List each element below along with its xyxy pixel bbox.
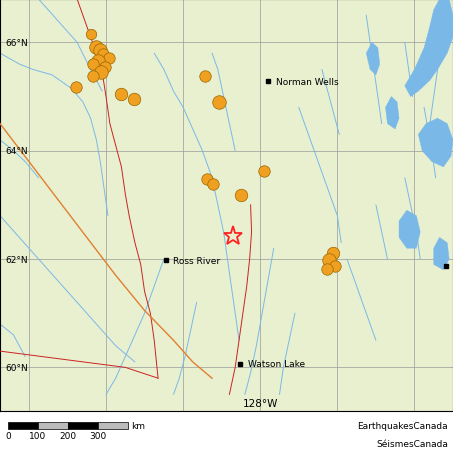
- Text: Norman Wells: Norman Wells: [276, 78, 338, 87]
- Polygon shape: [405, 0, 453, 97]
- Polygon shape: [434, 238, 449, 270]
- Text: 0: 0: [5, 431, 11, 440]
- Text: 100: 100: [29, 431, 47, 440]
- Text: 60°N: 60°N: [6, 363, 29, 372]
- Bar: [98, 422, 128, 429]
- Text: 66°N: 66°N: [6, 39, 29, 48]
- Text: 128°W: 128°W: [242, 398, 278, 408]
- Polygon shape: [418, 119, 453, 168]
- Text: 200: 200: [59, 431, 77, 440]
- Polygon shape: [366, 43, 380, 76]
- Polygon shape: [399, 211, 420, 249]
- Text: 64°N: 64°N: [6, 147, 29, 156]
- Bar: [68, 422, 98, 429]
- Text: 62°N: 62°N: [6, 255, 29, 264]
- Text: EarthquakesCanada: EarthquakesCanada: [357, 421, 448, 430]
- Polygon shape: [386, 97, 399, 130]
- Text: SéismesCanada: SéismesCanada: [376, 439, 448, 448]
- Bar: [8, 422, 38, 429]
- Text: Ross River: Ross River: [173, 256, 221, 265]
- Text: 300: 300: [89, 431, 106, 440]
- Text: km: km: [131, 421, 145, 430]
- Text: Watson Lake: Watson Lake: [248, 359, 305, 368]
- Bar: [38, 422, 68, 429]
